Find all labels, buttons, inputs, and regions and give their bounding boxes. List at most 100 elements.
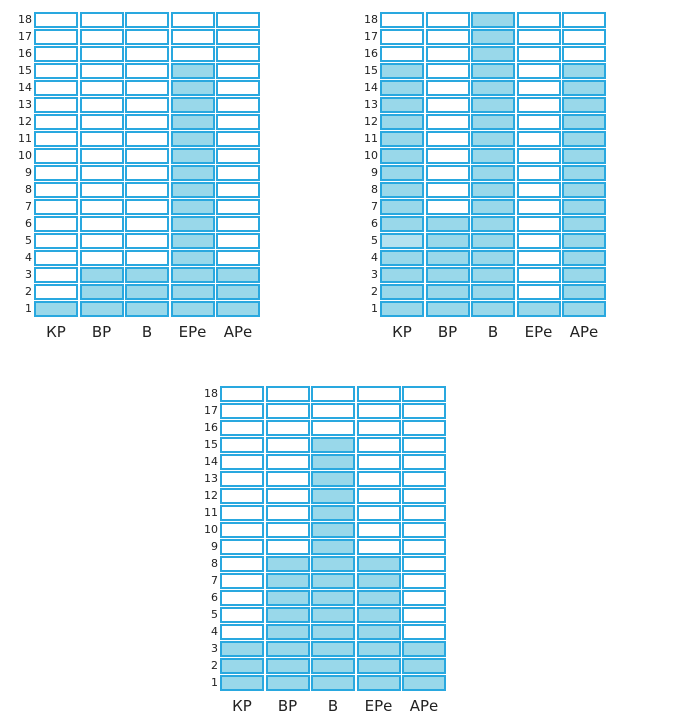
grid-cell	[562, 267, 606, 283]
grid-cell	[562, 199, 606, 215]
row-number: 18	[204, 387, 218, 400]
grid-cell	[425, 267, 470, 283]
row-number: 6	[211, 591, 218, 604]
grid-cell	[220, 539, 264, 555]
grid-cell	[34, 12, 78, 28]
grid-cell	[216, 46, 260, 62]
row-number: 1	[211, 676, 218, 689]
grid-cell	[402, 454, 446, 470]
grid-cell	[170, 233, 215, 249]
grid-cell	[562, 12, 606, 28]
row-number: 4	[25, 251, 32, 264]
grid-cell	[471, 114, 515, 130]
grid-cell	[562, 284, 606, 300]
grid-cell	[311, 488, 355, 504]
row-number: 9	[25, 166, 32, 179]
grid-cell	[402, 488, 446, 504]
grid-cell	[562, 216, 606, 232]
row-number: 7	[25, 200, 32, 213]
row-number: 16	[204, 421, 218, 434]
grid-cell	[471, 301, 515, 317]
grid-cell	[79, 148, 124, 164]
grid-cell	[516, 250, 561, 266]
grid-cell	[220, 624, 264, 640]
grid-cell	[380, 46, 424, 62]
grid-cell	[356, 454, 401, 470]
grid-cell	[220, 522, 264, 538]
row-number: 8	[211, 557, 218, 570]
grid-cell	[425, 80, 470, 96]
grid-cell	[79, 131, 124, 147]
row-number: 2	[25, 285, 32, 298]
row-number: 14	[18, 81, 32, 94]
column-label: КР	[46, 323, 66, 341]
grid-cell	[402, 522, 446, 538]
row-number: 6	[25, 217, 32, 230]
grid-cell	[34, 131, 78, 147]
grid-cell	[425, 63, 470, 79]
row-number: 11	[364, 132, 378, 145]
row-number: 8	[371, 183, 378, 196]
grid-cell	[356, 420, 401, 436]
grid-cell	[562, 46, 606, 62]
grid-cell	[425, 301, 470, 317]
grid-cell	[311, 607, 355, 623]
grid-cell	[311, 403, 355, 419]
row-number: 13	[18, 98, 32, 111]
grid-cell	[471, 12, 515, 28]
grid-cell	[402, 573, 446, 589]
grid-cell	[356, 590, 401, 606]
grid-cell	[220, 658, 264, 674]
grid-cell	[34, 97, 78, 113]
grid-cell	[402, 437, 446, 453]
grid-cell	[34, 165, 78, 181]
grid-cell	[79, 165, 124, 181]
grid-cell	[516, 284, 561, 300]
grid-cell	[471, 199, 515, 215]
grid-cell	[516, 233, 561, 249]
grid-cell	[380, 182, 424, 198]
grid-cell	[311, 590, 355, 606]
grid-cell	[220, 607, 264, 623]
grid-cell	[170, 114, 215, 130]
grid-cell	[402, 556, 446, 572]
grid-cell	[79, 199, 124, 215]
grid-cell	[265, 488, 310, 504]
grid-cell	[311, 641, 355, 657]
column-label: ЕРе	[364, 697, 393, 715]
grid-top-left: 18 17 16 15 14 13 12 11 10 9 8 7 6 5 4 3 2 1 КР ВР В ЕРе АРе	[12, 12, 262, 348]
grid-cell	[516, 12, 561, 28]
grid-cell	[471, 148, 515, 164]
grid-cell	[170, 131, 215, 147]
grid-cell	[265, 590, 310, 606]
grid-cell	[79, 250, 124, 266]
grid-cell	[265, 675, 310, 691]
column-label: ЕРе	[524, 323, 553, 341]
grid-cell	[311, 539, 355, 555]
grid-cell	[425, 182, 470, 198]
grid-cell	[125, 165, 169, 181]
grid-cell	[125, 267, 169, 283]
grid-cell	[265, 403, 310, 419]
column-label: В	[141, 323, 153, 341]
grid-cell	[216, 284, 260, 300]
grid-cell	[356, 539, 401, 555]
grid-cell	[356, 573, 401, 589]
grid-cell	[425, 284, 470, 300]
grid-cell	[265, 658, 310, 674]
grid-cell	[516, 148, 561, 164]
row-number: 16	[18, 47, 32, 60]
grid-cell	[380, 216, 424, 232]
grid-cell	[170, 250, 215, 266]
grid-cell	[425, 233, 470, 249]
grid-cell	[216, 199, 260, 215]
grid-cell	[380, 148, 424, 164]
grid-cell	[311, 386, 355, 402]
grid-cell	[516, 301, 561, 317]
row-number: 4	[371, 251, 378, 264]
grid-cell	[380, 233, 424, 249]
grid-cell	[125, 63, 169, 79]
grid-cell	[471, 233, 515, 249]
grid-cell	[425, 216, 470, 232]
row-number: 18	[364, 13, 378, 26]
